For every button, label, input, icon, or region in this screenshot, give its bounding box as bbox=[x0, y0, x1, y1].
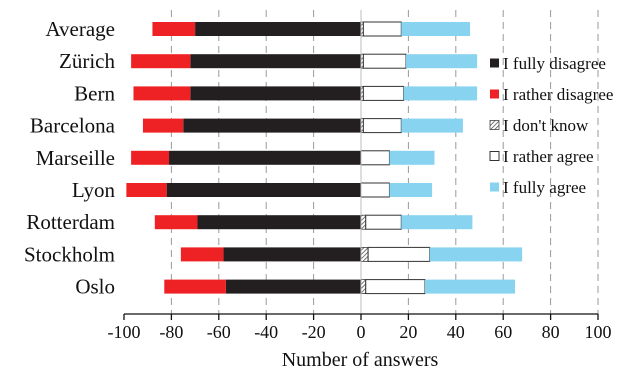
legend-label-i-fully-agree: I fully agree bbox=[503, 178, 586, 197]
bar-bern-i-rather-agree bbox=[362, 85, 405, 101]
x-tick-label-60: 60 bbox=[494, 322, 512, 342]
bar-lyon-i-rather-disagree bbox=[126, 183, 167, 197]
category-label-rotterdam: Rotterdam bbox=[26, 210, 115, 234]
legend-swatch-i-don-t-know bbox=[489, 120, 500, 130]
bar-stockholm-i-fully-disagree bbox=[223, 247, 361, 262]
bar-rotterdam-i-rather-agree bbox=[365, 214, 402, 230]
legend-label-i-rather-agree: I rather agree bbox=[503, 147, 594, 166]
x-tick-label-minus-60: -60 bbox=[207, 322, 231, 342]
bar-marseille-i-fully-agree bbox=[389, 150, 435, 165]
bar-rotterdam-i-fully-agree bbox=[401, 215, 473, 230]
category-label-marseille: Marseille bbox=[36, 146, 115, 170]
x-axis-title: Number of answers bbox=[282, 349, 439, 371]
bar-oslo-i-fully-disagree bbox=[225, 279, 361, 294]
x-tick-label-minus-40: -40 bbox=[254, 322, 278, 342]
bar-stockholm-i-rather-agree bbox=[367, 246, 431, 262]
bar-rotterdam-i-don-t-know bbox=[360, 214, 367, 230]
bar-zurich-i-rather-disagree bbox=[131, 54, 191, 69]
bar-barcelona-i-fully-agree bbox=[401, 118, 463, 133]
bar-rotterdam-i-rather-disagree bbox=[154, 215, 198, 230]
bar-lyon-i-fully-agree bbox=[389, 183, 433, 197]
bar-average-i-fully-disagree bbox=[195, 22, 361, 36]
legend-swatch-i-fully-agree bbox=[490, 182, 499, 192]
legend-swatch-i-fully-disagree bbox=[490, 58, 499, 68]
category-label-average: Average bbox=[45, 17, 115, 41]
bar-oslo-i-rather-disagree bbox=[164, 279, 226, 294]
bar-marseille-i-rather-disagree bbox=[131, 150, 170, 165]
bar-average-i-fully-agree bbox=[401, 22, 471, 36]
legend-swatch-i-rather-agree bbox=[489, 151, 500, 161]
legend-swatch-i-rather-disagree bbox=[490, 89, 499, 99]
bar-barcelona-i-rather-disagree bbox=[142, 118, 184, 133]
x-tick-label-40: 40 bbox=[447, 322, 465, 342]
bars bbox=[126, 10, 523, 314]
x-tick-label-100: 100 bbox=[585, 322, 612, 342]
category-label-oslo: Oslo bbox=[75, 275, 115, 299]
category-label-lyon: Lyon bbox=[72, 178, 116, 202]
bar-bern-i-fully-disagree bbox=[190, 86, 361, 101]
bar-bern-i-fully-agree bbox=[403, 86, 478, 101]
bar-marseille-i-fully-disagree bbox=[169, 150, 361, 165]
category-label-bern: Bern bbox=[74, 81, 115, 105]
x-axis: -100 -80 -60 -40 -20 0 20 40 60 80 100 bbox=[108, 313, 612, 342]
legend: I fully disagree I rather disagree I don't… bbox=[489, 54, 613, 197]
legend-label-i-rather-disagree: I rather disagree bbox=[503, 85, 613, 104]
bar-stockholm-i-fully-agree bbox=[429, 247, 523, 262]
bar-rotterdam-i-fully-disagree bbox=[197, 215, 361, 230]
legend-label-i-don-t-know: I don't know bbox=[503, 116, 589, 135]
bar-zurich-i-fully-disagree bbox=[190, 54, 361, 69]
bar-lyon-i-fully-disagree bbox=[166, 183, 361, 197]
bar-stockholm-i-don-t-know bbox=[360, 246, 369, 262]
x-tick-label-20: 20 bbox=[399, 322, 417, 342]
category-label-zurich: Zürich bbox=[59, 49, 115, 73]
x-tick-label-minus-80: -80 bbox=[159, 322, 183, 342]
bar-zurich-i-fully-agree bbox=[406, 54, 478, 69]
bar-barcelona-i-fully-disagree bbox=[183, 118, 361, 133]
x-tick-label-minus-20: -20 bbox=[302, 322, 326, 342]
category-label-stockholm: Stockholm bbox=[24, 242, 115, 266]
x-tick-label-80: 80 bbox=[542, 322, 560, 342]
category-labels: Average Zürich Bern Barcelona Marseille Lyon R… bbox=[24, 17, 116, 299]
bar-oslo-i-rather-agree bbox=[365, 279, 426, 295]
bar-average-i-rather-disagree bbox=[152, 22, 196, 36]
bar-average-i-rather-agree bbox=[362, 21, 402, 37]
bar-barcelona-i-rather-agree bbox=[362, 118, 402, 134]
x-tick-label-minus-100: -100 bbox=[108, 322, 141, 342]
x-tick-label-0: 0 bbox=[357, 322, 366, 342]
bar-bern-i-rather-disagree bbox=[133, 86, 191, 101]
bar-lyon-i-rather-agree bbox=[360, 182, 390, 198]
bar-stockholm-i-rather-disagree bbox=[180, 247, 224, 262]
bar-oslo-i-don-t-know bbox=[360, 279, 367, 295]
bar-zurich-i-rather-agree bbox=[362, 53, 407, 69]
bar-oslo-i-fully-agree bbox=[424, 279, 516, 294]
legend-label-i-fully-disagree: I fully disagree bbox=[503, 54, 606, 73]
category-label-barcelona: Barcelona bbox=[30, 114, 116, 138]
bar-marseille-i-rather-agree bbox=[360, 150, 390, 166]
